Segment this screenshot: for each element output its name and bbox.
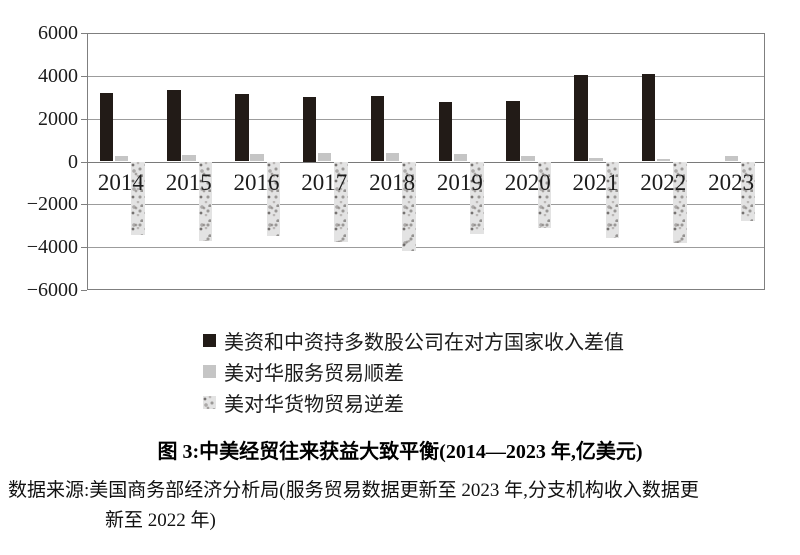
x-axis-label-2021: 2021 [572,169,619,195]
y-axis-tick-4000 [81,75,87,77]
bar-services-surplus-2016 [250,153,264,162]
bar-goods-deficit-2022 [673,161,687,243]
bar-goods-deficit-2018 [402,161,416,252]
gridline-4000 [87,75,765,77]
y-axis-label--2000: −2000 [26,193,78,216]
bar-income-diff-2022 [641,73,656,162]
bar-goods-deficit-2017 [334,161,348,243]
legend-marker-goods-deficit [203,396,216,409]
bar-goods-deficit-2019 [470,161,484,235]
bar-goods-deficit-2015 [198,161,213,241]
y-axis-tick--6000 [81,290,87,291]
bar-services-surplus-2021 [589,158,603,162]
legend-item-goods-deficit: 美对华货物贸易逆差 [203,387,624,418]
bar-services-surplus-2014 [114,155,128,162]
x-axis-label-2023: 2023 [708,169,755,195]
data-source-line-1: 数据来源:美国商务部经济分析局(服务贸易数据更新至 2023 年,分支机构收入数… [8,480,699,501]
legend-label-goods-deficit: 美对华货物贸易逆差 [224,394,404,416]
legend-marker-income-diff [203,334,216,347]
gridline-2000 [87,118,765,120]
plot-area [87,33,765,290]
bar-income-diff-2020 [506,100,520,162]
bar-goods-deficit-2021 [605,161,620,238]
legend-item-services-surplus: 美对华服务贸易顺差 [203,356,624,387]
y-axis-label--4000: −4000 [26,236,78,259]
x-axis-label-2017: 2017 [301,169,348,195]
legend-label-services-surplus: 美对华服务贸易顺差 [224,363,404,385]
bar-services-surplus-2020 [521,156,535,162]
bar-income-diff-2018 [370,95,385,162]
data-source: 数据来源:美国商务部经济分析局(服务贸易数据更新至 2023 年,分支机构收入数… [8,476,796,536]
y-axis-label-2000: 2000 [38,107,78,130]
gridline--2000 [87,204,765,206]
gridline--4000 [87,247,765,249]
bar-services-surplus-2019 [453,153,467,162]
bar-income-diff-2016 [235,94,249,162]
x-axis-label-2015: 2015 [165,169,212,195]
x-axis-label-2018: 2018 [369,169,416,195]
bar-goods-deficit-2014 [131,161,145,236]
bar-income-diff-2017 [302,97,317,162]
bar-services-surplus-2018 [385,153,400,162]
y-axis-label--6000: −6000 [26,279,78,301]
bar-income-diff-2019 [438,101,452,162]
x-axis-label-2014: 2014 [97,169,144,195]
y-axis-tick-2000 [81,118,87,120]
bar-goods-deficit-2023 [741,161,755,222]
x-axis-label-2022: 2022 [640,169,687,195]
y-axis-tick--4000 [81,247,87,249]
y-axis-tick--2000 [81,204,87,206]
bar-income-diff-2021 [574,74,588,162]
bar-services-surplus-2022 [656,159,671,162]
legend-item-income-diff: 美资和中资持多数股公司在对方国家收入差值 [203,325,624,356]
bar-services-surplus-2017 [317,153,332,162]
legend-label-income-diff: 美资和中资持多数股公司在对方国家收入差值 [224,332,624,354]
bar-services-surplus-2023 [724,155,739,162]
x-axis-label-2016: 2016 [233,169,280,195]
bar-services-surplus-2015 [182,155,196,162]
bar-goods-deficit-2016 [266,161,281,236]
x-axis-label-2019: 2019 [436,169,483,195]
y-axis-label-4000: 4000 [38,64,78,87]
y-axis-tick-6000 [81,33,87,34]
y-axis-tick-0 [81,161,87,163]
chart-legend: 美资和中资持多数股公司在对方国家收入差值 美对华服务贸易顺差 美对华货物贸易逆差 [203,325,624,418]
data-source-line-2: 新至 2022 年) [105,510,216,531]
bar-goods-deficit-2020 [537,161,552,228]
legend-marker-services-surplus [203,365,216,378]
y-axis-label-0: 0 [68,150,78,173]
gridline-0 [87,161,765,163]
bar-income-diff-2014 [99,92,113,162]
bar-income-diff-2015 [167,89,181,162]
figure-caption: 图 3:中美经贸往来获益大致平衡(2014—2023 年,亿美元) [157,441,643,463]
y-axis-label-6000: 6000 [38,22,78,44]
x-axis-label-2020: 2020 [504,169,551,195]
